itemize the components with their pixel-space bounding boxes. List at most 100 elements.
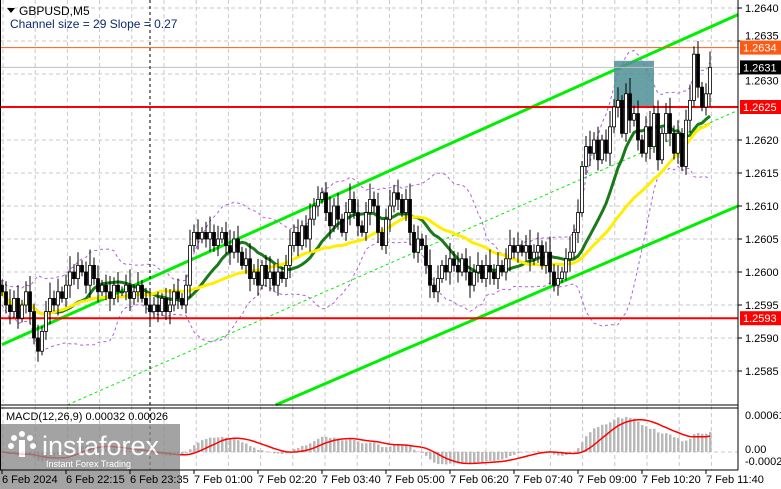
bull-candle bbox=[188, 245, 192, 286]
macd-histogram-bar bbox=[241, 442, 244, 452]
bull-candle bbox=[440, 264, 444, 279]
bull-candle bbox=[532, 251, 536, 260]
macd-histogram-bar bbox=[449, 452, 452, 464]
bull-candle bbox=[684, 119, 688, 167]
bull-candle bbox=[308, 218, 312, 240]
bear-candle bbox=[240, 251, 244, 266]
bear-candle bbox=[376, 205, 380, 233]
macd-histogram-bar bbox=[477, 452, 480, 463]
macd-histogram-bar bbox=[709, 431, 712, 452]
bear-candle bbox=[236, 238, 240, 253]
macd-histogram-bar bbox=[301, 445, 304, 452]
bull-candle bbox=[436, 278, 440, 293]
bear-candle bbox=[672, 132, 676, 154]
time-tick-label: 7 Feb 06:20 bbox=[450, 474, 509, 486]
bear-candle bbox=[264, 264, 268, 279]
macd-histogram-bar bbox=[505, 452, 508, 459]
bull-candle bbox=[20, 304, 24, 319]
level-label-bg bbox=[740, 40, 781, 55]
bull-candle bbox=[612, 106, 616, 128]
bear-candle bbox=[552, 271, 556, 286]
macd-histogram-bar bbox=[341, 440, 344, 452]
macd-histogram-bar bbox=[689, 438, 692, 452]
bull-candle bbox=[12, 297, 16, 312]
macd-histogram-bar bbox=[665, 433, 668, 452]
macd-histogram-bar bbox=[357, 441, 360, 452]
bear-candle bbox=[408, 198, 412, 233]
macd-histogram-bar bbox=[669, 434, 672, 452]
bear-candle bbox=[372, 198, 376, 207]
bear-candle bbox=[92, 264, 96, 279]
macd-histogram-bar bbox=[345, 440, 348, 452]
bear-candle bbox=[256, 271, 260, 286]
macd-histogram-bar bbox=[309, 443, 312, 452]
bear-candle bbox=[204, 231, 208, 240]
macd-histogram-bar bbox=[197, 442, 200, 452]
level-label: 1.2625 bbox=[743, 102, 777, 114]
macd-histogram-bar bbox=[625, 416, 628, 452]
macd-histogram-bar bbox=[245, 443, 248, 452]
bull-candle bbox=[584, 146, 588, 167]
bull-candle bbox=[652, 113, 656, 147]
price-tick-label: 1.2605 bbox=[745, 234, 779, 246]
macd-histogram-bar bbox=[577, 448, 580, 452]
time-tick-label: 7 Feb 01:00 bbox=[194, 474, 253, 486]
bull-candle bbox=[416, 238, 420, 253]
macd-histogram-bar bbox=[285, 452, 288, 454]
macd-histogram-bar bbox=[349, 439, 352, 452]
bear-candle bbox=[360, 225, 364, 233]
macd-histogram-bar bbox=[589, 432, 592, 452]
macd-histogram-bar bbox=[365, 443, 368, 452]
bull-candle bbox=[160, 297, 164, 312]
macd-histogram-bar bbox=[269, 451, 272, 453]
bull-candle bbox=[208, 231, 212, 240]
macd-histogram-bar bbox=[481, 452, 484, 463]
bear-candle bbox=[604, 139, 608, 154]
bull-candle bbox=[704, 93, 708, 108]
bear-candle bbox=[52, 297, 56, 306]
macd-histogram-bar bbox=[517, 452, 520, 454]
macd-histogram-bar bbox=[417, 451, 420, 452]
bear-candle bbox=[452, 258, 456, 266]
bull-candle bbox=[48, 297, 52, 312]
bear-candle bbox=[456, 264, 460, 273]
macd-histogram-bar bbox=[453, 452, 456, 464]
bear-candle bbox=[548, 251, 552, 273]
bear-candle bbox=[596, 139, 600, 161]
level-labels: 1.2634 1.2631 1.2625 1.2593 bbox=[740, 40, 781, 326]
symbol-title: GBPUSD,M5 bbox=[19, 4, 90, 18]
time-axis[interactable]: 6 Feb 2024 6 Feb 22:15 6 Feb 23:35 7 Feb 01… bbox=[1, 470, 764, 486]
bull-candle bbox=[252, 271, 256, 279]
macd-histogram-bar bbox=[457, 452, 460, 464]
bear-candle bbox=[156, 304, 160, 312]
macd-histogram-bar bbox=[325, 436, 328, 452]
macd-histogram-bar bbox=[293, 448, 296, 452]
bear-candle bbox=[16, 297, 20, 319]
macd-histogram-bar bbox=[653, 428, 656, 452]
bear-candle bbox=[700, 86, 704, 108]
macd-histogram-bar bbox=[645, 426, 648, 452]
bear-candle bbox=[400, 198, 404, 213]
bull-candle bbox=[320, 192, 324, 200]
price-zone-rectangle bbox=[614, 60, 654, 107]
price-tick-label: 1.2615 bbox=[745, 168, 779, 180]
bull-candle bbox=[184, 284, 188, 306]
macd-histogram-bar bbox=[209, 437, 212, 452]
bear-candle bbox=[296, 231, 300, 246]
bear-candle bbox=[680, 132, 684, 167]
bull-candle bbox=[504, 258, 508, 273]
macd-tick-label: 0.00061 bbox=[745, 410, 781, 422]
bear-candle bbox=[468, 271, 472, 286]
bull-candle bbox=[404, 198, 408, 213]
bull-candle bbox=[76, 264, 80, 279]
bull-candle bbox=[292, 231, 296, 246]
bull-candle bbox=[344, 212, 348, 233]
bear-candle bbox=[420, 238, 424, 246]
macd-histogram-bar bbox=[397, 444, 400, 452]
time-tick-label: 7 Feb 03:40 bbox=[322, 474, 381, 486]
price-axis[interactable]: 1.26401.26351.26301.26201.26151.26101.26… bbox=[738, 3, 781, 468]
sma-14-line bbox=[0, 114, 711, 316]
bull-candle bbox=[476, 264, 480, 273]
triangle-down-icon[interactable] bbox=[7, 8, 15, 13]
